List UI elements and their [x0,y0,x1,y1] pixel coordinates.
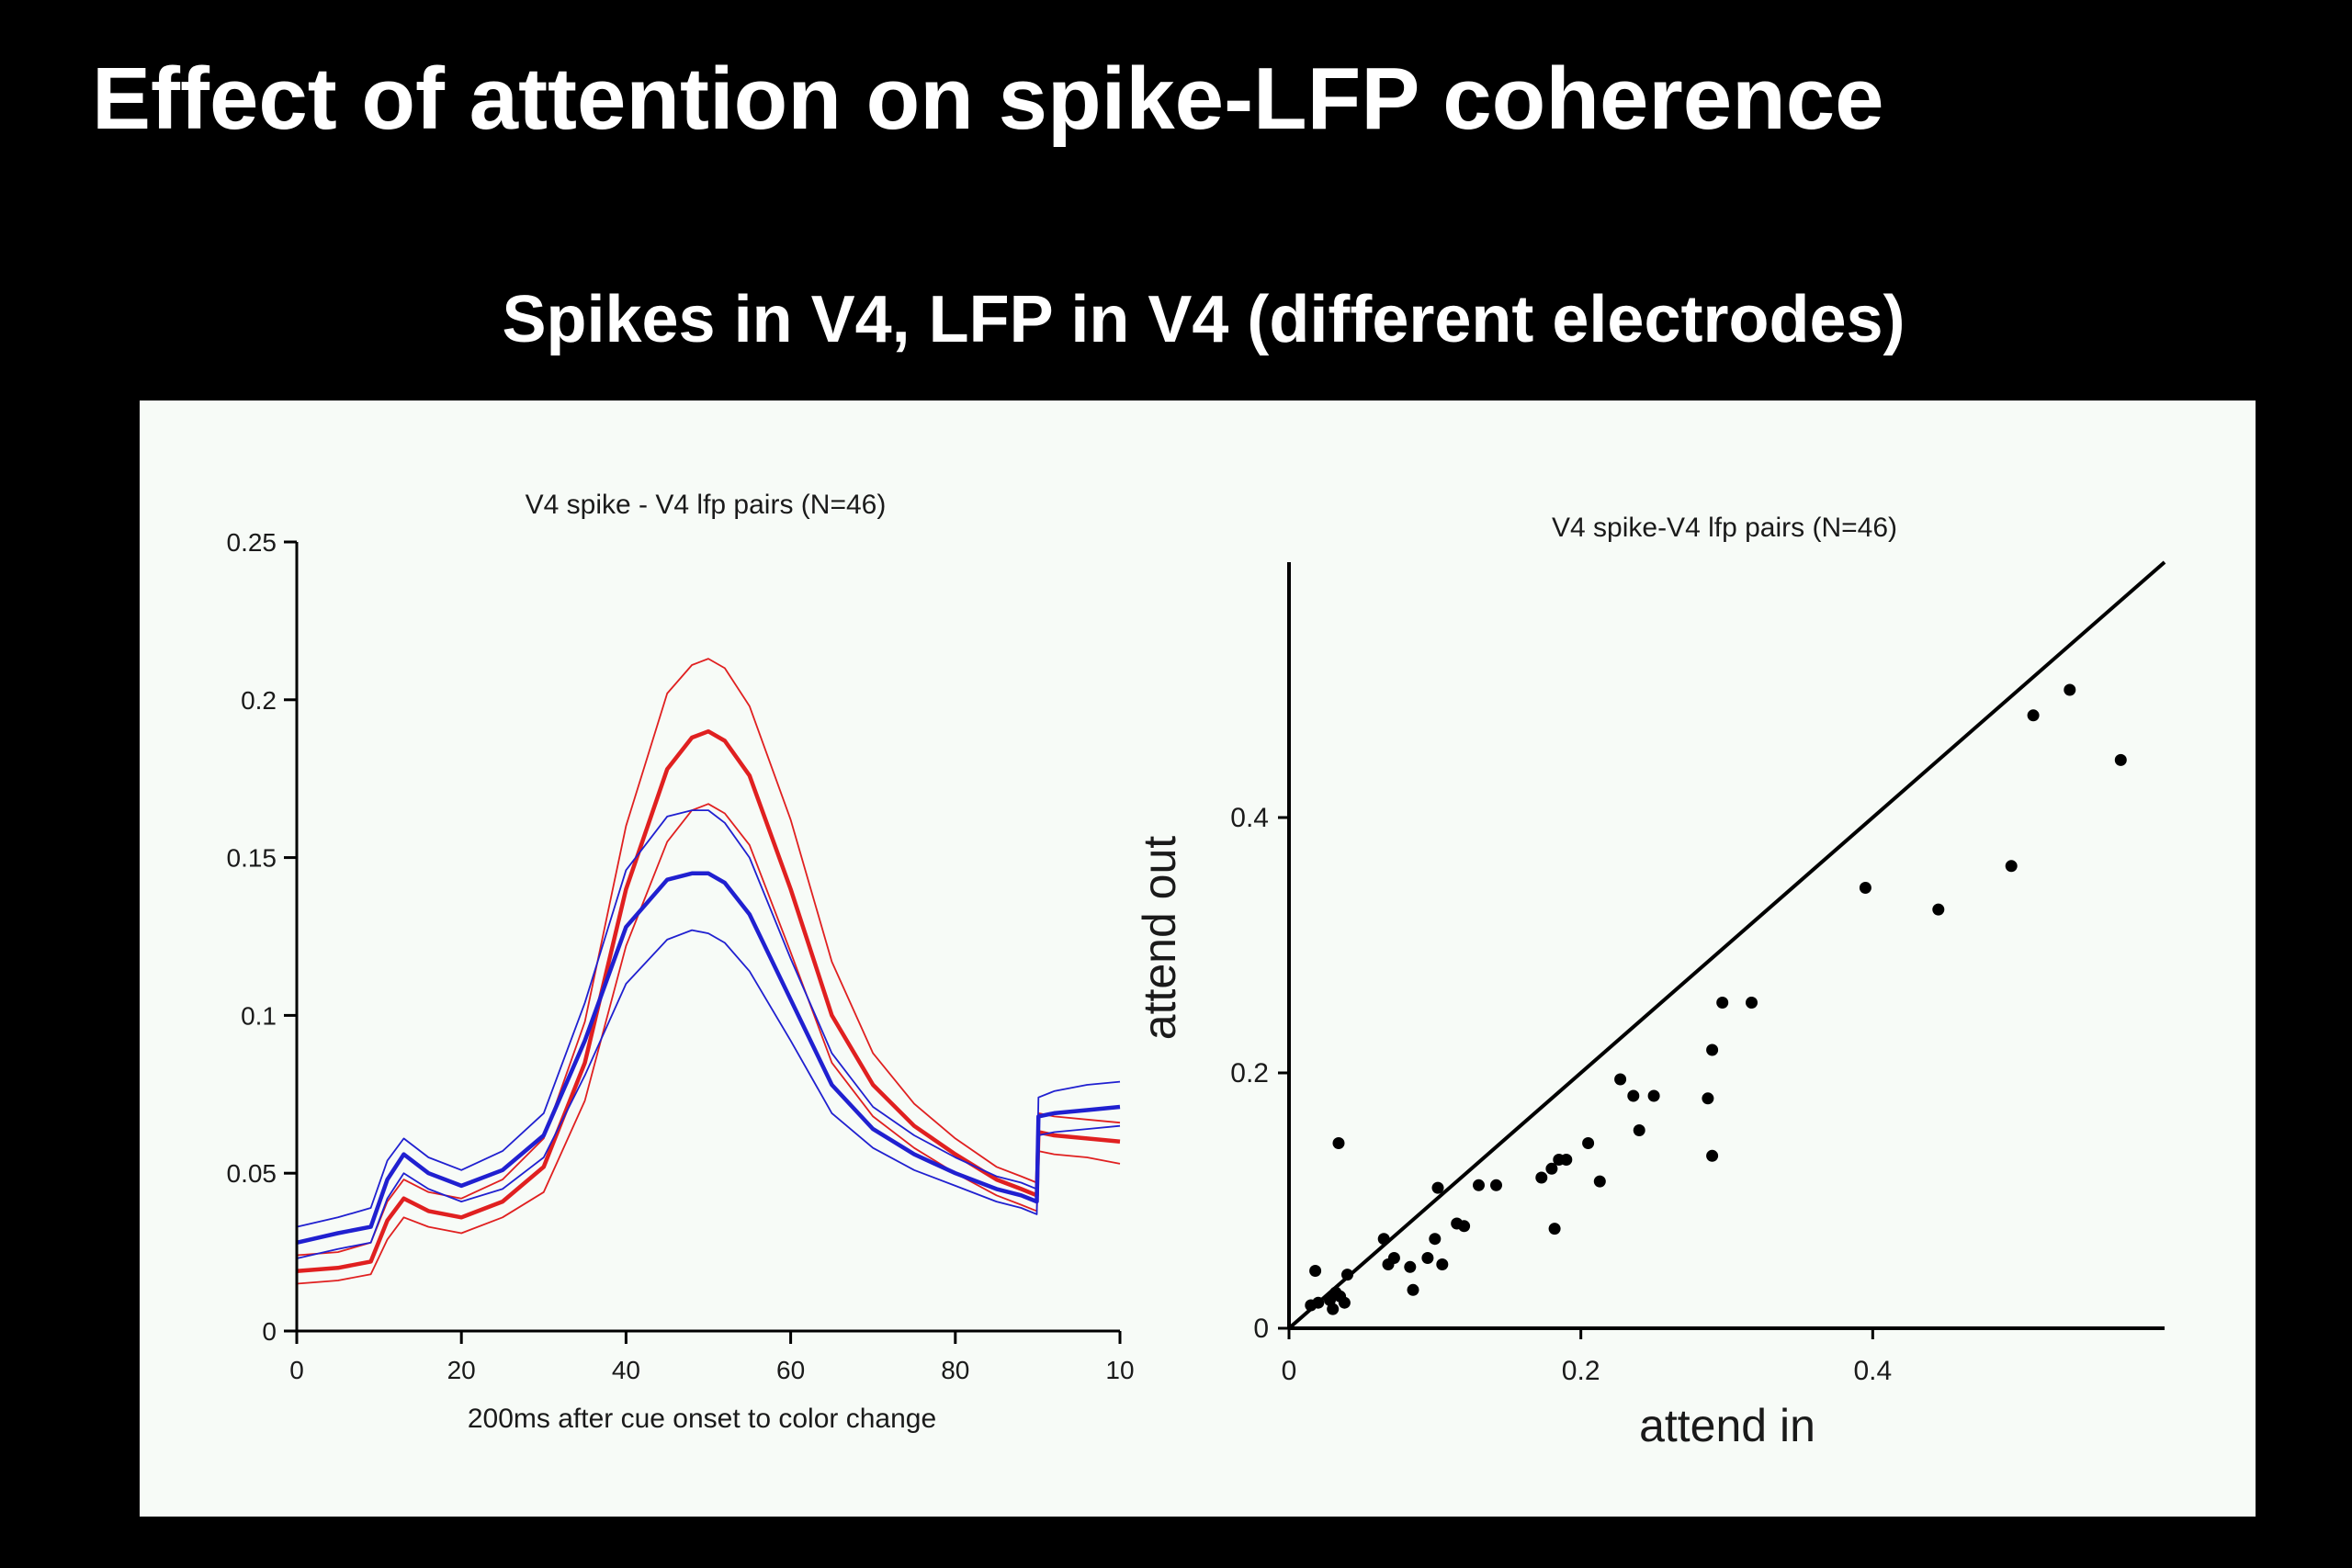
coherence-line-blue-upper [296,809,1121,1228]
scatter-point [1627,1089,1640,1102]
left-chart-title: V4 spike - V4 lfp pairs (N=46) [526,490,887,520]
right-y-tick-label: 0.2 [1230,1058,1269,1089]
scatter-point [2114,753,2127,766]
scatter-point [1429,1233,1442,1246]
right-y-axis-label: attend out [1134,836,1185,1041]
left-x-tick-label: 40 [612,1356,640,1384]
coherence-line-blue-lower [296,929,1121,1259]
scatter-point [1312,1296,1325,1309]
right-x-ticks: 0 0.2 0.4 [1282,1328,1892,1386]
right-y-ticks: 0 0.2 0.4 [1230,803,1289,1344]
left-x-tick-label: 0 [289,1356,304,1384]
left-x-tick-label: 10 [1105,1356,1134,1384]
slide-subtitle: Spikes in V4, LFP in V4 (different elect… [502,283,1905,356]
scatter-point [2005,860,2018,873]
scatter-point [1702,1092,1714,1105]
left-y-tick-label: 0.2 [241,686,277,715]
scatter-point [1716,997,1729,1009]
scatter-point [2027,709,2040,722]
scatter-point [1404,1260,1417,1273]
scatter-point [1593,1175,1606,1188]
scatter-point [1407,1283,1419,1296]
left-y-tick-label: 0.1 [241,1001,277,1030]
slide-title: Effect of attention on spike-LFP coheren… [92,50,1884,148]
scatter-point [1535,1171,1548,1184]
right-x-tick-label: 0.4 [1853,1356,1892,1386]
scatter-point [1706,1043,1719,1056]
scatter-point [1377,1233,1390,1246]
scatter-point [1387,1252,1400,1264]
left-x-ticks: 0 20 40 60 80 10 [289,1331,1135,1384]
right-y-tick-label: 0 [1253,1314,1269,1344]
left-x-tick-label: 80 [941,1356,969,1384]
scatter-point [1647,1089,1660,1102]
scatter-point [1327,1303,1340,1315]
scatter-point [1548,1223,1561,1235]
scatter-point [1332,1137,1345,1149]
scatter-point [1341,1269,1353,1281]
coherence-line-blue-mean [296,871,1121,1245]
scatter-point [1436,1258,1449,1270]
scatter-point [1560,1154,1573,1166]
scatter-points [1305,683,2127,1315]
left-y-ticks: 0 0.05 0.1 0.15 0.2 0.25 [227,528,297,1346]
figure-panel: V4 spike - V4 lfp pairs (N=46) 0 0.05 0.1 0… [140,400,2256,1517]
coherence-line-red-upper [296,658,1121,1257]
figure-canvas: V4 spike - V4 lfp pairs (N=46) 00.050.10… [227,490,2166,1451]
left-chart-series [296,658,1121,1285]
scatter-point [1421,1252,1434,1264]
scatter-point [1633,1124,1645,1136]
left-y-tick-label: 0.05 [227,1159,277,1188]
scatter-point [1932,903,1945,916]
coherence-line-red-mean [296,728,1121,1273]
right-x-tick-label: 0 [1282,1356,1297,1386]
scatter-point [1706,1149,1719,1162]
right-x-axis-label: attend in [1639,1400,1815,1451]
coherence-line-red-lower [296,803,1121,1285]
scatter-point [1545,1162,1558,1175]
scatter-point [1458,1220,1471,1233]
scatter-point [1859,882,1871,894]
scatter-point [1614,1073,1627,1086]
scatter-point [2064,683,2076,696]
left-x-tick-label: 20 [447,1356,476,1384]
right-y-tick-label: 0.4 [1230,803,1269,833]
left-y-tick-label: 0 [262,1317,277,1346]
scatter-point [1582,1137,1595,1149]
left-x-tick-label: 60 [776,1356,805,1384]
scatter-point [1473,1179,1485,1191]
left-y-tick-label: 0.15 [227,844,277,873]
left-y-tick-label: 0.25 [227,528,277,557]
scatter-point [1490,1179,1502,1191]
scatter-point [1431,1181,1444,1194]
right-x-tick-label: 0.2 [1562,1356,1600,1386]
attention-scatter-chart: V4 spike-V4 lfp pairs (N=46) 0 0.2 0.4 0 0.… [1134,513,2166,1451]
coherence-time-chart: V4 spike - V4 lfp pairs (N=46) 00.050.10… [227,490,1135,1434]
scatter-point [1338,1296,1351,1309]
left-x-axis-label: 200ms after cue onset to color change [468,1404,936,1434]
scatter-point [1309,1265,1322,1277]
scatter-point [1746,997,1758,1009]
right-chart-title: V4 spike-V4 lfp pairs (N=46) [1552,513,1897,543]
identity-line [1287,560,2166,1330]
